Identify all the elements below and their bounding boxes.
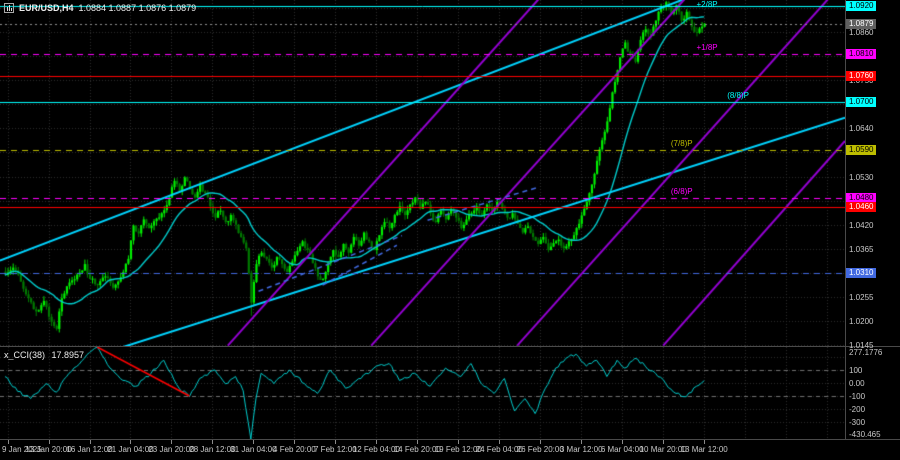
price-axis-label: 1.0640 — [849, 124, 874, 134]
time-axis-tick — [663, 440, 665, 444]
time-axis-tick — [540, 440, 542, 444]
murrey-level-label: (6/8)P — [670, 187, 693, 197]
price-axis-label: 1.0365 — [849, 244, 874, 254]
time-axis-tick — [622, 440, 624, 444]
price-level-badge: 1.0480 — [846, 193, 877, 204]
time-axis-tick — [499, 440, 501, 444]
time-axis-label: 26 Feb 20:00 — [516, 445, 564, 454]
time-axis-label: 23 Jan 20:00 — [148, 445, 195, 454]
price-level-badge: 1.0760 — [846, 70, 877, 81]
price-level-badge: 1.0920 — [846, 0, 877, 11]
time-axis-tick — [171, 440, 173, 444]
cci-axis-label: -300 — [849, 418, 866, 428]
price-axis-label: 1.0860 — [849, 27, 874, 37]
time-axis-label: 10 Mar 20:00 — [639, 445, 687, 454]
time-axis-tick — [417, 440, 419, 444]
price-axis-border — [845, 0, 846, 440]
pane-separator[interactable] — [0, 346, 900, 347]
time-axis-tick — [212, 440, 214, 444]
time-axis-tick — [130, 440, 132, 444]
price-axis-label: 1.0255 — [849, 292, 874, 302]
cci-current-value: 17.8957 — [51, 350, 85, 360]
time-axis-tick — [335, 440, 337, 444]
time-axis-label: 3 Mar 12:00 — [559, 445, 603, 454]
price-axis-label: 1.0420 — [849, 220, 874, 230]
time-axis-label: 16 Jan 12:00 — [66, 445, 113, 454]
time-axis-tick — [376, 440, 378, 444]
price-level-badge: 1.0460 — [846, 202, 877, 213]
time-axis-tick — [7, 440, 9, 444]
price-axis-label: 1.0200 — [849, 317, 874, 327]
pane-separator-2[interactable] — [0, 439, 900, 440]
time-axis-label: 28 Jan 12:00 — [189, 445, 236, 454]
time-axis-label: 31 Jan 04:00 — [230, 445, 277, 454]
symbol-period-label: EUR/USD,H4 — [19, 3, 74, 13]
price-axis-label: 1.0530 — [849, 172, 874, 182]
chart-icon — [4, 3, 14, 13]
chart-title: EUR/USD,H4 1.0884 1.0887 1.0876 1.0879 — [4, 3, 196, 13]
time-axis-tick — [253, 440, 255, 444]
cci-axis-max-label: 277.1776 — [849, 348, 883, 357]
price-axis-label: 1.0145 — [849, 341, 874, 351]
cci-axis-label: 100 — [849, 366, 863, 376]
time-axis-tick — [89, 440, 91, 444]
price-level-badge: 1.0590 — [846, 145, 877, 156]
murrey-level-label: +1/8P — [696, 42, 718, 52]
time-axis-label: 13 Mar 12:00 — [680, 445, 728, 454]
time-axis-tick — [48, 440, 50, 444]
cci-axis-label: -100 — [849, 392, 866, 402]
time-axis-tick — [294, 440, 296, 444]
time-axis-label: 21 Jan 04:00 — [107, 445, 154, 454]
cci-title: x_CCI(38) 17.8957 — [4, 350, 84, 360]
price-level-badge: 1.0310 — [846, 267, 877, 278]
cci-axis-label: -200 — [849, 405, 866, 415]
murrey-level-label: (7/8)P — [670, 139, 693, 149]
price-level-badge: 1.0700 — [846, 97, 877, 108]
time-axis-label: 7 Feb 12:00 — [314, 445, 357, 454]
price-level-badge: 1.0810 — [846, 48, 877, 59]
cci-axis-label: 0.00 — [849, 379, 865, 389]
murrey-level-label: +2/8P — [696, 0, 718, 9]
time-axis-label: 19 Feb 12:00 — [434, 445, 482, 454]
time-axis-label: 13 Jan 20:00 — [25, 445, 72, 454]
time-axis-tick — [458, 440, 460, 444]
cci-axis-min-label: -430.465 — [849, 430, 881, 439]
time-axis-tick — [581, 440, 583, 444]
time-axis-label: 4 Feb 20:00 — [273, 445, 316, 454]
cci-name: x_CCI(38) — [4, 350, 46, 360]
price-chart-canvas[interactable] — [0, 0, 845, 346]
time-axis-label: 12 Feb 04:00 — [352, 445, 400, 454]
current-price-badge: 1.0879 — [846, 18, 877, 29]
time-axis-label: 24 Feb 04:00 — [475, 445, 523, 454]
time-axis-label: 14 Feb 20:00 — [393, 445, 441, 454]
time-axis-tick — [704, 440, 706, 444]
cci-indicator-canvas[interactable] — [0, 347, 845, 439]
time-axis-label: 6 Mar 04:00 — [600, 445, 644, 454]
murrey-level-label: (8/8)P — [727, 91, 749, 101]
time-axis-label: 9 Jan 2025 — [2, 445, 42, 454]
ohlc-quotes: 1.0884 1.0887 1.0876 1.0879 — [78, 3, 197, 13]
